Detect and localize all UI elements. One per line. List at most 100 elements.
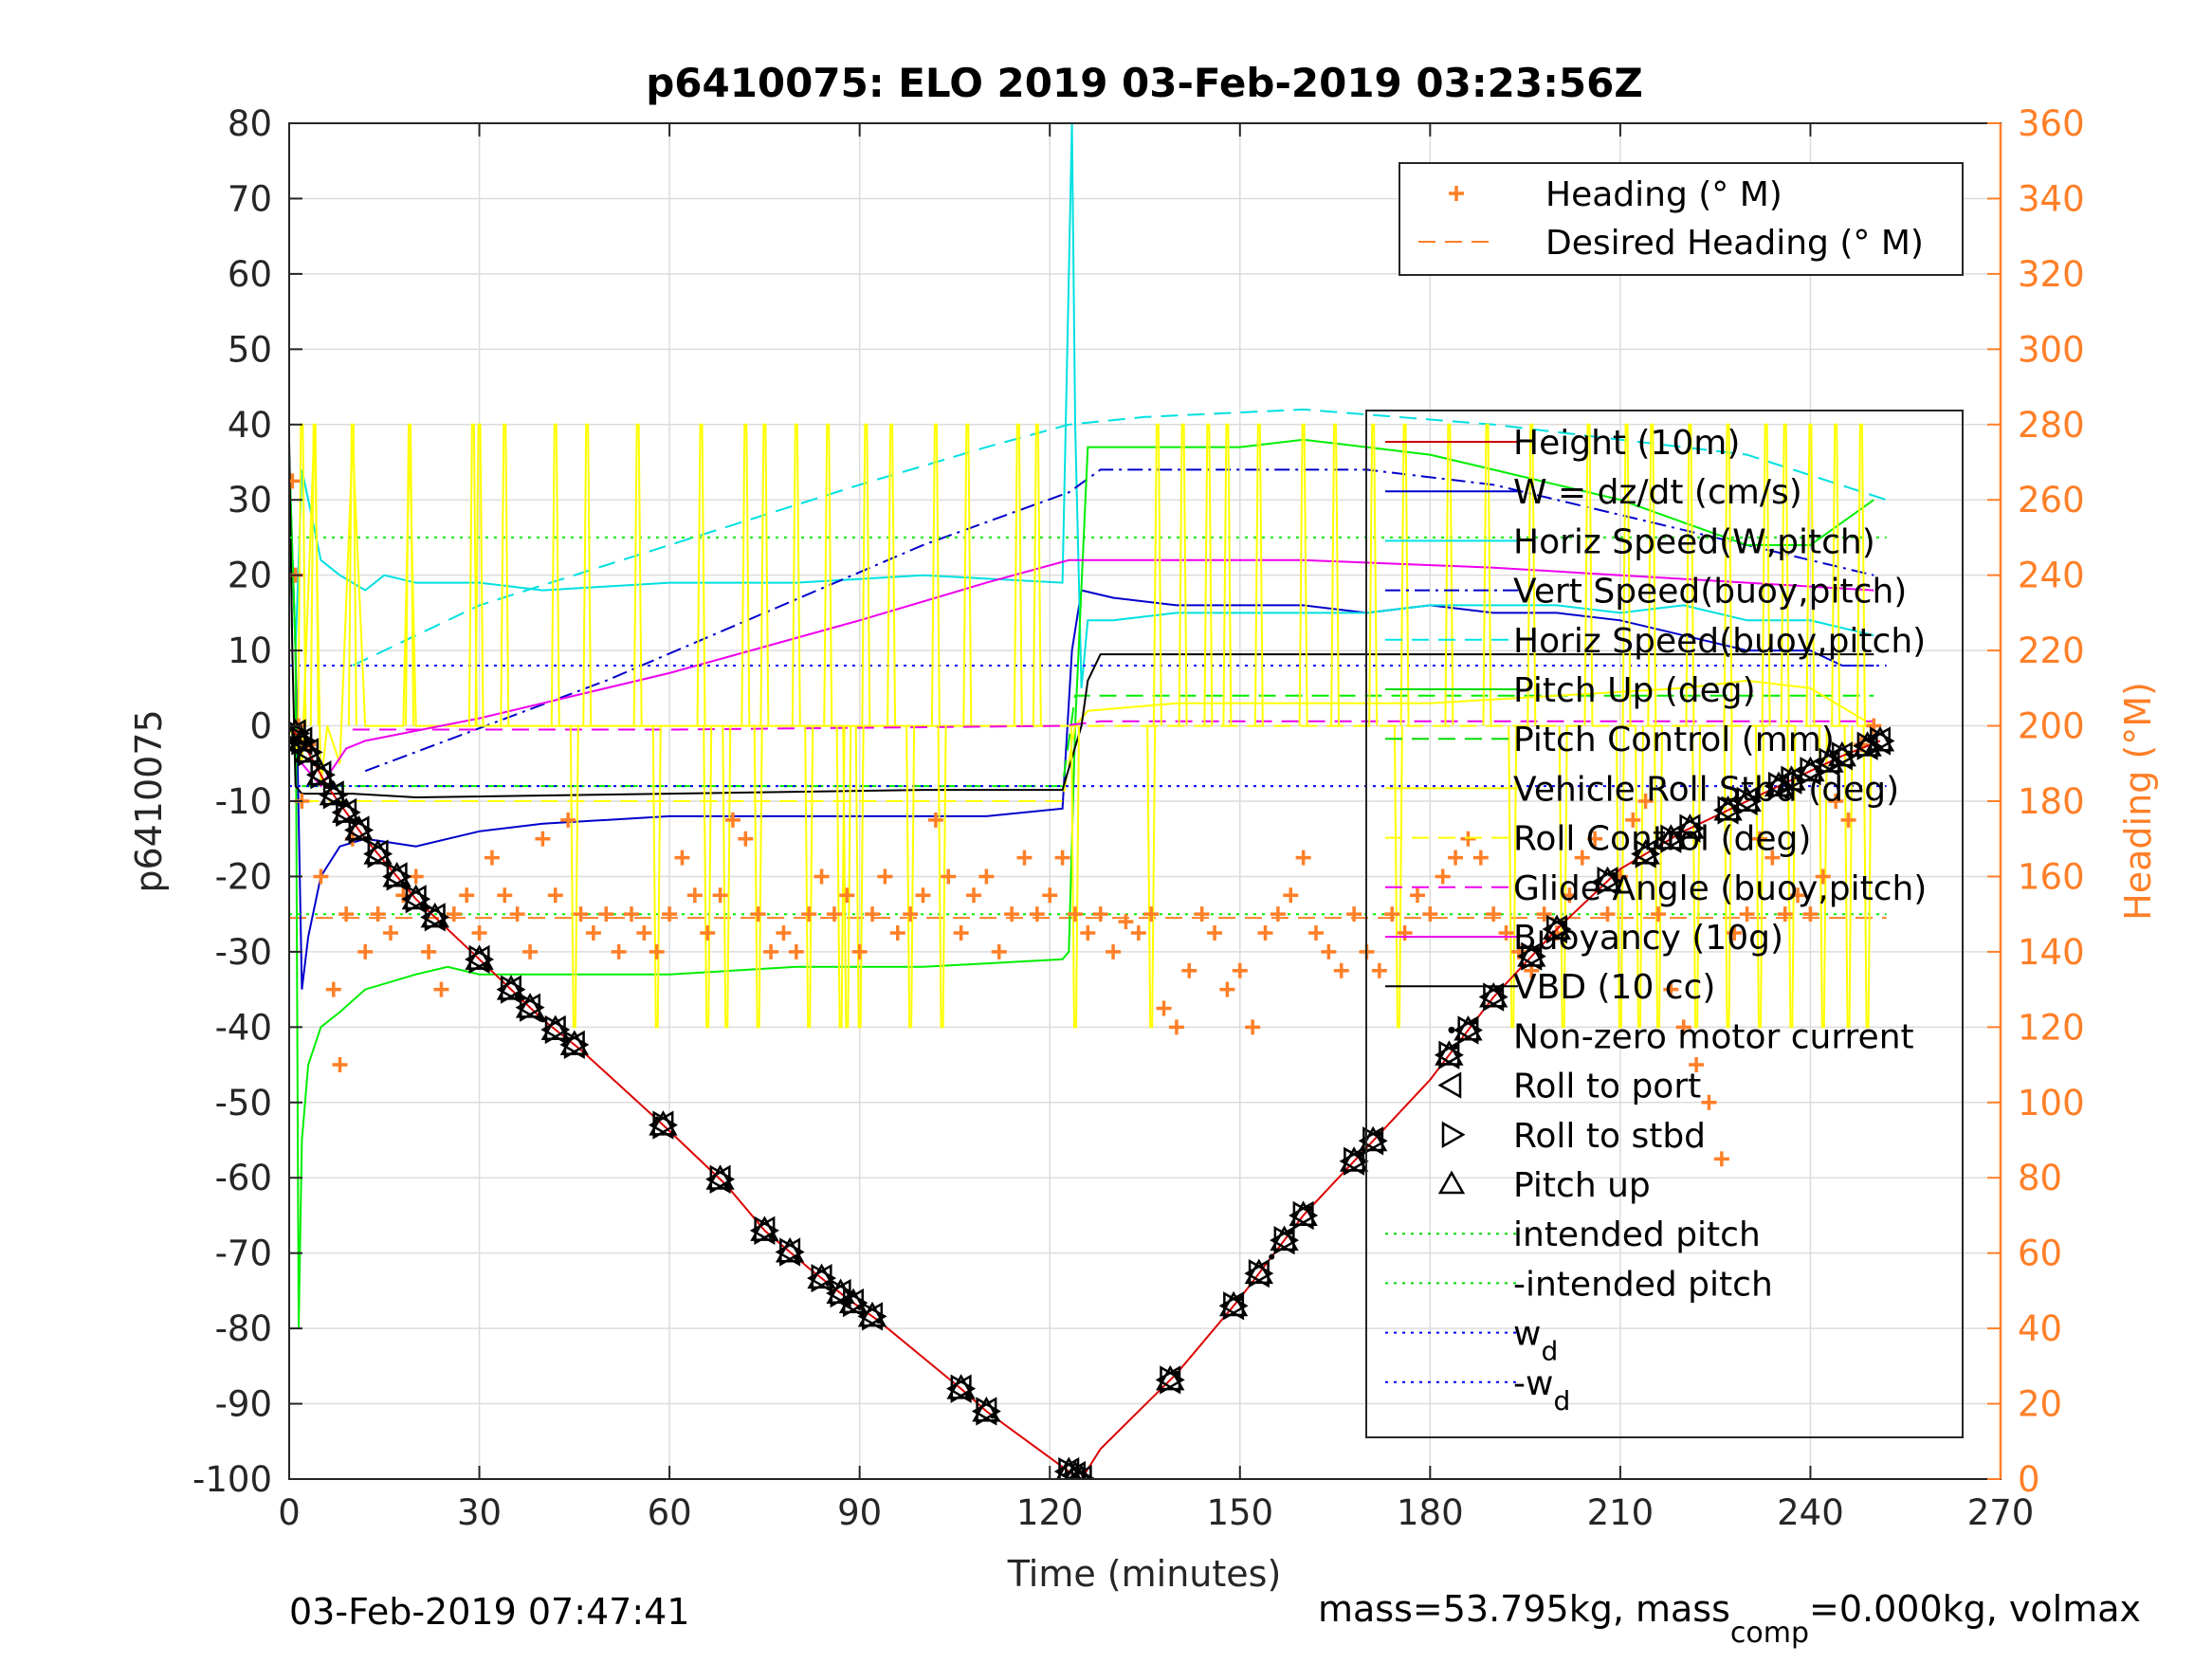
legend-main-label: Non-zero motor current	[1513, 1017, 1914, 1056]
pitch-up-marker	[319, 779, 348, 806]
heading-point	[421, 943, 437, 959]
y-left-tick-label: -40	[215, 1007, 272, 1048]
y-left-tick-label: -100	[192, 1459, 272, 1500]
pitch-up-marker	[1542, 914, 1572, 941]
legend-main-label: -intended pitch	[1513, 1265, 1773, 1304]
x-tick-label: 270	[1967, 1492, 2035, 1533]
heading-point	[313, 868, 329, 885]
roll-port-marker	[401, 885, 427, 914]
pitch-up-marker	[705, 1164, 735, 1190]
roll-stbd-marker	[348, 815, 375, 845]
heading-point	[1207, 925, 1223, 941]
heading-point	[750, 906, 766, 923]
roll-spike-up	[1647, 423, 1657, 726]
footer-mass-info: mass=53.795kg, masscomp=0.000kg, volmax	[1318, 1588, 2141, 1650]
pitch-up-marker	[540, 1014, 570, 1040]
pitch-up-marker	[1517, 941, 1546, 967]
legend-heading-symbol	[1449, 186, 1464, 201]
y-right-tick-label: 20	[2018, 1384, 2062, 1425]
y-left-tick-label: -90	[215, 1384, 272, 1425]
legend-main-label: wd	[1513, 1315, 1558, 1367]
series-line	[352, 408, 1888, 667]
roll-stbd-marker	[1679, 813, 1705, 843]
pitch-up-marker	[972, 1396, 1001, 1422]
heading-point	[1637, 794, 1654, 809]
x-tick-label: 150	[1206, 1492, 1273, 1533]
roll-spike-up	[309, 423, 320, 726]
pitch-up-marker	[363, 839, 393, 865]
roll-stbd-marker	[652, 1110, 678, 1140]
pitch-up-marker	[1631, 839, 1660, 865]
heading-point	[1333, 962, 1349, 978]
roll-spike-up	[1152, 423, 1162, 726]
chart-title: p6410075: ELO 2019 03-Feb-2019 03:23:56Z	[646, 60, 1643, 106]
x-tick-label: 90	[837, 1492, 882, 1533]
pitch-up-marker	[1156, 1364, 1185, 1391]
pitch-up-marker	[401, 884, 430, 910]
roll-stbd-marker	[779, 1237, 805, 1267]
roll-spike-up	[1253, 423, 1264, 726]
roll-spike-up	[474, 423, 484, 726]
roll-port-marker	[705, 1164, 731, 1194]
roll-port-marker	[1060, 1460, 1086, 1479]
heading-point	[763, 943, 779, 959]
roll-stbd-marker	[950, 1374, 977, 1403]
y-right-tick-label: 180	[2018, 781, 2085, 822]
legend-main-label: Horiz Speed(W,pitch)	[1513, 522, 1875, 561]
heading-point	[509, 906, 525, 923]
heading-point	[585, 925, 601, 941]
heading-point	[433, 981, 449, 997]
heading-point	[1472, 850, 1489, 866]
heading-point	[788, 943, 804, 959]
heading-point	[289, 473, 301, 489]
heading-point	[889, 925, 905, 941]
heading-point	[1346, 906, 1362, 923]
heading-point	[1840, 812, 1856, 828]
y-left-tick-label: 60	[228, 254, 272, 295]
heading-point	[1080, 925, 1096, 941]
heading-point	[1130, 925, 1146, 941]
legend-main-symbol	[1437, 1170, 1466, 1195]
heading-point	[686, 887, 703, 904]
motor-current-dot	[539, 1016, 546, 1023]
roll-spike-up	[696, 423, 706, 726]
roll-port-marker	[515, 993, 541, 1022]
roll-spike-up	[1298, 423, 1308, 726]
heading-point	[1574, 850, 1590, 866]
heading-point	[776, 925, 792, 941]
roll-port-marker	[559, 1030, 585, 1060]
series-line	[289, 438, 1874, 1329]
heading-point	[700, 925, 716, 941]
roll-spike-up	[861, 423, 871, 726]
y-axis-right-label: Heading (°M)	[2117, 682, 2159, 921]
heading-point	[338, 906, 355, 923]
roll-spike-down	[1754, 725, 1764, 1029]
roll-port-marker	[1270, 1226, 1295, 1255]
heading-point	[636, 925, 652, 941]
roll-port-marker	[1542, 914, 1568, 944]
roll-port-marker	[344, 815, 370, 845]
roll-stbd-marker	[1781, 765, 1806, 795]
heading-point	[1828, 794, 1844, 809]
roll-port-marker	[1631, 839, 1656, 868]
roll-port-marker	[1067, 1464, 1092, 1479]
roll-port-marker	[807, 1263, 832, 1293]
legend-main-label: Pitch up	[1513, 1166, 1651, 1205]
pitch-up-marker	[306, 759, 336, 786]
heading-point	[484, 850, 500, 866]
pitch-up-marker	[1453, 1014, 1483, 1041]
heading-point	[1004, 906, 1020, 923]
pitch-up-marker	[293, 737, 323, 763]
grid-lines	[289, 123, 2001, 1479]
y-left-tick-label: 10	[228, 630, 272, 671]
roll-port-marker	[1478, 982, 1505, 1012]
y-left-tick-label: -30	[215, 932, 272, 973]
roll-port-marker	[1674, 813, 1701, 843]
legend-main-label: Horiz Speed(buoy,pitch)	[1513, 622, 1926, 661]
heading-point	[1536, 906, 1552, 923]
heading-point	[1663, 981, 1679, 997]
heading-point	[903, 906, 919, 923]
pitch-up-marker	[1777, 765, 1806, 791]
y-right-tick-label: 100	[2018, 1083, 2085, 1124]
heading-point	[941, 868, 957, 885]
